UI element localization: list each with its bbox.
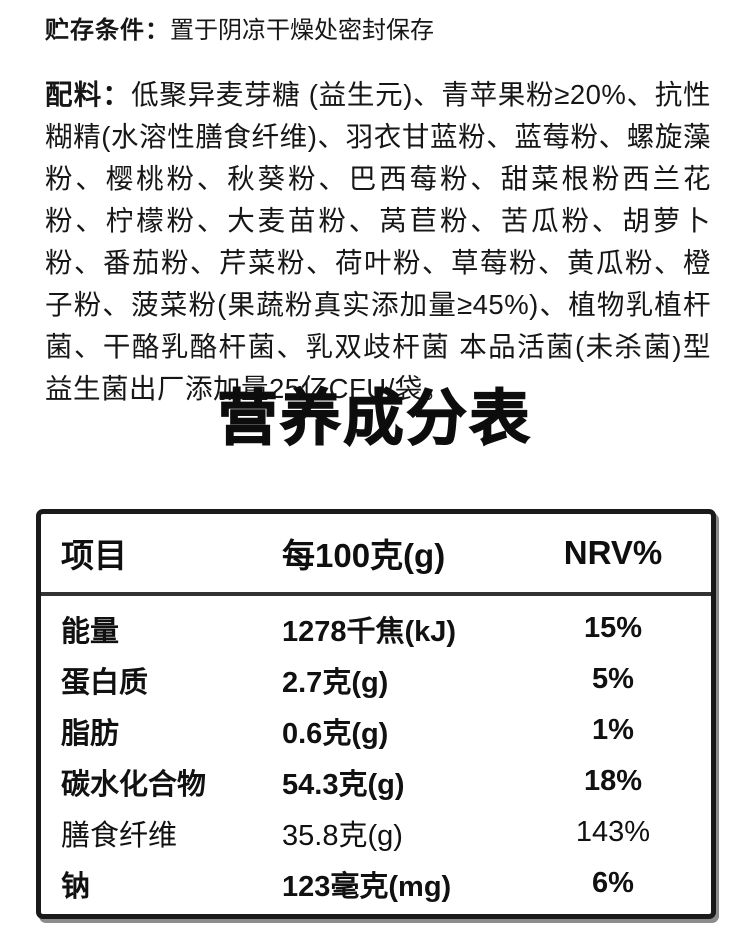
table-row-sodium: 钠 123毫克(mg) 6% — [41, 858, 711, 909]
row-item: 碳水化合物 — [61, 768, 207, 801]
row-amount: 1278千焦(kJ) — [282, 615, 457, 648]
row-nrv: 143% — [575, 816, 651, 848]
row-item: 能量 — [61, 615, 120, 648]
table-row-protein: 蛋白质 2.7克(g) 5% — [41, 654, 711, 705]
ingredients-paragraph: 配料：低聚异麦芽糖 (益生元)、青苹果粉≥20%、抗性糊精(水溶性膳食纤维)、羽… — [45, 74, 711, 410]
header-per100g: 每100克(g) — [282, 537, 446, 574]
row-amount: 35.8克(g) — [282, 819, 403, 852]
nutrition-facts-title: 营养成分表 — [217, 384, 533, 453]
header-item: 项目 — [61, 537, 127, 574]
row-nrv: 5% — [592, 663, 634, 695]
row-nrv: 15% — [583, 612, 643, 644]
row-amount: 123毫克(mg) — [282, 870, 452, 903]
table-row-fat: 脂肪 0.6克(g) 1% — [41, 705, 711, 756]
row-item: 蛋白质 — [61, 666, 149, 699]
header-nrv: NRV% — [563, 534, 663, 571]
row-nrv: 18% — [583, 765, 643, 797]
nutrition-table-header-row: 项目 每100克(g) NRV% — [41, 514, 711, 596]
table-row-carbohydrate: 碳水化合物 54.3克(g) 18% — [41, 756, 711, 807]
ingredients-value: 低聚异麦芽糖 (益生元)、青苹果粉≥20%、抗性糊精(水溶性膳食纤维)、羽衣甘蓝… — [45, 79, 711, 404]
storage-conditions-value: 置于阴凉干燥处密封保存 — [170, 17, 434, 44]
ingredients-label: 配料： — [45, 79, 132, 110]
row-item: 膳食纤维 — [61, 819, 178, 852]
row-nrv: 6% — [592, 867, 634, 899]
row-nrv: 1% — [592, 714, 634, 746]
storage-conditions-label: 贮存条件： — [45, 17, 170, 44]
row-item: 钠 — [61, 870, 91, 903]
storage-conditions-line: 贮存条件：置于阴凉干燥处密封保存 — [45, 16, 712, 46]
nutrition-facts-table: 项目 每100克(g) NRV% 能量 1278千焦(kJ) 15% 蛋白质 2… — [36, 509, 716, 919]
table-row-energy: 能量 1278千焦(kJ) 15% — [41, 603, 711, 654]
table-row-dietary-fiber: 膳食纤维 35.8克(g) 143% — [41, 807, 711, 858]
row-item: 脂肪 — [61, 717, 120, 750]
row-amount: 54.3克(g) — [282, 768, 405, 801]
row-amount: 2.7克(g) — [282, 666, 389, 699]
row-amount: 0.6克(g) — [282, 717, 389, 750]
nutrition-table-body: 能量 1278千焦(kJ) 15% 蛋白质 2.7克(g) 5% 脂肪 0.6克… — [41, 596, 711, 909]
